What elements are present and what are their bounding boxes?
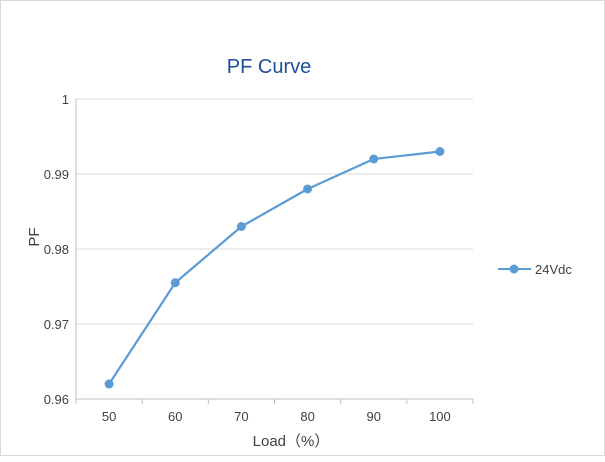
- y-tick-label: 0.96: [44, 392, 69, 407]
- x-tick-label: 100: [429, 409, 451, 424]
- series-line: [108, 150, 441, 385]
- legend-marker: [509, 264, 519, 274]
- legend-entry-24vdc: 24Vdc: [535, 262, 572, 277]
- x-tick-label: 90: [367, 409, 381, 424]
- data-point: [303, 184, 313, 194]
- data-point: [236, 222, 246, 231]
- data-point: [369, 154, 379, 164]
- y-axis-label: PF: [26, 227, 43, 246]
- x-tick-label: 50: [102, 409, 116, 424]
- y-tick-label: 0.97: [44, 317, 69, 332]
- legend: 24Vdc: [498, 262, 572, 277]
- x-tick-label: 80: [300, 409, 314, 424]
- y-tick-label: 0.99: [44, 167, 69, 182]
- axes: [75, 99, 474, 404]
- data-point: [170, 278, 180, 288]
- data-point: [104, 379, 114, 389]
- grid-lines: [76, 98, 473, 325]
- y-tick-label: 1: [62, 92, 69, 107]
- x-axis-label: Load（%）: [253, 433, 330, 450]
- tick-labels: 0.96 0.97 0.98 0.99 1 50 60 70 80 90 100: [44, 92, 451, 424]
- x-tick-label: 60: [168, 409, 182, 424]
- x-tick-label: 70: [234, 409, 248, 424]
- series-layer: [104, 147, 445, 389]
- data-point: [435, 147, 445, 156]
- chart-title: PF Curve: [227, 56, 311, 78]
- y-tick-label: 0.98: [44, 242, 69, 257]
